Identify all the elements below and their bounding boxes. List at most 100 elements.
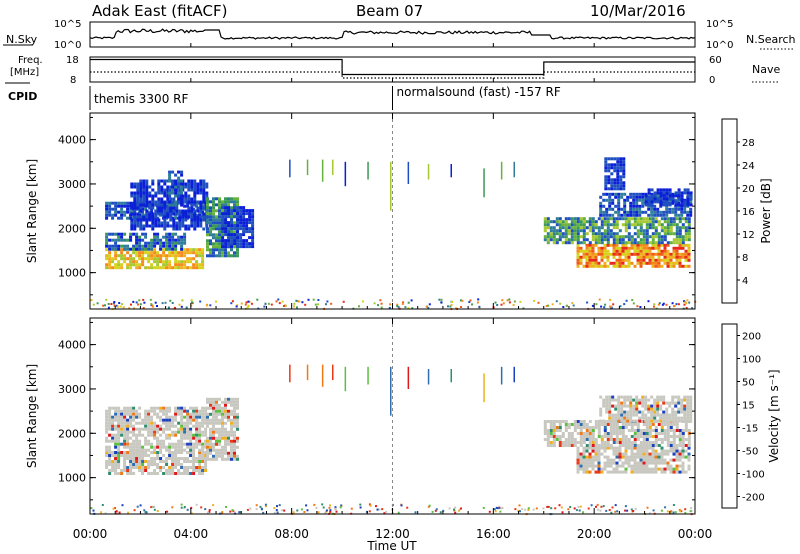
data-cell	[588, 458, 592, 462]
data-cell	[672, 249, 676, 253]
data-cell	[617, 419, 621, 423]
data-cell	[543, 432, 547, 435]
data-cell	[192, 409, 196, 413]
data-cell	[153, 430, 157, 434]
data-cell	[645, 261, 649, 265]
data-cell	[632, 201, 636, 205]
data-cell	[115, 304, 118, 307]
data-cell	[135, 235, 139, 239]
data-cell	[535, 507, 538, 510]
data-cell	[162, 266, 166, 270]
data-cell	[209, 215, 212, 219]
data-cell	[654, 429, 658, 432]
data-cell	[114, 244, 118, 248]
data-cell	[115, 510, 118, 513]
data-cell	[114, 442, 118, 446]
data-cell	[224, 427, 227, 431]
data-cell	[630, 241, 634, 245]
data-cell	[627, 438, 631, 441]
data-cell	[208, 510, 211, 513]
data-cell	[108, 409, 112, 413]
data-cell	[619, 157, 623, 161]
data-cell	[573, 235, 577, 239]
data-cell	[111, 244, 115, 248]
data-cell	[123, 457, 127, 460]
data-cell	[588, 226, 592, 230]
data-cell	[666, 510, 669, 513]
data-cell	[230, 448, 233, 452]
data-cell	[614, 504, 617, 507]
data-cell	[153, 445, 157, 449]
data-cell	[120, 442, 124, 446]
data-cell	[558, 504, 561, 507]
data-cell	[675, 241, 679, 245]
data-cell	[636, 446, 640, 450]
data-cell	[177, 170, 181, 174]
data-cell	[138, 442, 142, 446]
data-cell	[151, 203, 155, 207]
data-cell	[245, 221, 249, 225]
data-cell	[659, 210, 663, 214]
data-cell	[114, 466, 118, 469]
data-cell	[187, 194, 191, 198]
data-cell	[172, 206, 176, 210]
data-cell	[594, 458, 598, 462]
data-cell	[612, 238, 616, 242]
data-cell	[687, 467, 691, 471]
data-cell	[610, 163, 614, 167]
data-cell	[647, 188, 651, 192]
data-cell	[236, 427, 239, 431]
data-cell	[198, 457, 202, 460]
data-cell	[606, 232, 610, 236]
data-cell	[166, 215, 170, 219]
data-cell	[633, 223, 637, 227]
data-cell	[591, 238, 595, 242]
data-cell	[233, 242, 237, 246]
data-cell	[186, 421, 190, 425]
data-cell	[233, 251, 236, 255]
data-cell	[177, 179, 181, 183]
data-cell	[123, 412, 127, 416]
data-cell	[184, 209, 188, 213]
data-cell	[622, 184, 626, 188]
data-cell	[454, 511, 457, 514]
data-cell	[666, 438, 670, 441]
data-cell	[607, 169, 611, 173]
data-cell	[196, 191, 200, 195]
data-cell	[221, 409, 224, 413]
data-cell	[689, 395, 693, 399]
data-cell	[669, 261, 673, 265]
data-cell	[192, 442, 196, 446]
data-cell	[123, 201, 127, 205]
data-cell	[135, 421, 139, 425]
data-cell	[117, 254, 121, 258]
data-cell	[673, 305, 675, 308]
data-cell	[644, 197, 648, 201]
data-cell	[659, 188, 663, 192]
data-cell	[573, 438, 577, 441]
data-cell	[630, 246, 634, 250]
data-cell	[189, 442, 193, 446]
data-cell	[624, 444, 628, 447]
data-cell	[636, 467, 640, 471]
data-cell	[168, 427, 172, 431]
data-cell	[585, 226, 589, 230]
data-cell	[642, 429, 646, 432]
data-cell	[233, 445, 236, 449]
data-cell	[239, 239, 243, 243]
data-cell	[180, 235, 184, 239]
data-cell	[669, 232, 673, 236]
data-cell	[573, 229, 577, 233]
data-cell	[606, 470, 610, 474]
data-streak	[289, 159, 291, 178]
data-cell	[660, 238, 664, 242]
data-cell	[594, 455, 598, 459]
data-cell	[147, 460, 151, 463]
data-cell	[618, 470, 622, 474]
data-cell	[549, 435, 553, 438]
data-cell	[590, 504, 593, 507]
data-cell	[606, 235, 610, 239]
data-cell	[579, 452, 583, 456]
data-cell	[614, 407, 618, 411]
data-cell	[612, 220, 616, 224]
